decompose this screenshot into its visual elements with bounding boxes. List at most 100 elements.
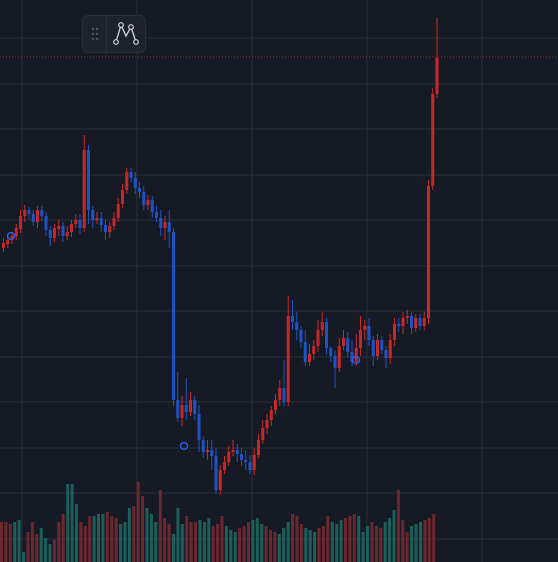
line-tool-button[interactable] <box>107 16 145 52</box>
candle-body[interactable] <box>418 318 422 326</box>
candle-body[interactable] <box>61 226 65 236</box>
event-marker[interactable] <box>6 231 16 241</box>
candle-body[interactable] <box>108 226 112 232</box>
candle-body[interactable] <box>231 450 235 452</box>
candle-body[interactable] <box>252 455 256 470</box>
candle-body[interactable] <box>312 346 316 354</box>
candle-body[interactable] <box>10 236 14 240</box>
candle-body[interactable] <box>291 316 294 322</box>
candle-body[interactable] <box>380 340 384 350</box>
candle-body[interactable] <box>180 405 184 418</box>
candle-body[interactable] <box>257 440 260 455</box>
candle-body[interactable] <box>95 218 99 220</box>
candle-body[interactable] <box>53 228 56 238</box>
candle-body[interactable] <box>223 462 226 470</box>
candle-body[interactable] <box>150 200 154 212</box>
event-marker[interactable] <box>179 441 189 451</box>
candle-body[interactable] <box>104 225 107 232</box>
candlestick-series[interactable] <box>2 18 439 495</box>
candle-body[interactable] <box>435 58 439 94</box>
candle-body[interactable] <box>99 218 103 225</box>
candle-body[interactable] <box>422 318 426 326</box>
candle-body[interactable] <box>227 452 231 462</box>
candle-body[interactable] <box>278 388 282 400</box>
candle-body[interactable] <box>342 338 345 346</box>
candle-body[interactable] <box>210 450 214 456</box>
candle-body[interactable] <box>44 216 48 230</box>
floating-drawing-toolbar[interactable] <box>82 15 146 53</box>
candle-body[interactable] <box>410 316 413 328</box>
candle-body[interactable] <box>337 346 341 368</box>
candle-body[interactable] <box>23 210 27 216</box>
candle-body[interactable] <box>87 150 90 210</box>
candle-body[interactable] <box>138 188 141 192</box>
candle-body[interactable] <box>74 220 78 224</box>
candle-body[interactable] <box>125 172 129 190</box>
candle-body[interactable] <box>218 470 222 490</box>
candle-body[interactable] <box>91 210 95 220</box>
candle-body[interactable] <box>133 178 137 188</box>
candle-body[interactable] <box>308 354 311 362</box>
candle-body[interactable] <box>376 340 379 356</box>
candle-body[interactable] <box>354 348 358 362</box>
candle-body[interactable] <box>393 324 396 340</box>
candle-body[interactable] <box>325 322 328 348</box>
candle-body[interactable] <box>388 340 392 358</box>
candle-body[interactable] <box>40 210 44 216</box>
candle-body[interactable] <box>19 216 22 229</box>
candle-body[interactable] <box>405 316 409 318</box>
candle-body[interactable] <box>112 218 116 226</box>
candle-body[interactable] <box>431 94 435 186</box>
candle-body[interactable] <box>70 224 73 232</box>
candle-body[interactable] <box>320 322 324 330</box>
candle-body[interactable] <box>248 462 252 470</box>
candle-body[interactable] <box>329 348 333 356</box>
candle-body[interactable] <box>299 330 303 342</box>
event-markers[interactable] <box>6 231 361 451</box>
event-marker[interactable] <box>351 355 361 365</box>
candle-body[interactable] <box>303 342 307 362</box>
candle-body[interactable] <box>155 212 158 218</box>
candle-body[interactable] <box>367 326 371 340</box>
candle-body[interactable] <box>316 330 320 346</box>
candle-body[interactable] <box>265 420 269 428</box>
candle-body[interactable] <box>401 318 405 326</box>
candle-body[interactable] <box>427 186 430 318</box>
candle-body[interactable] <box>193 400 197 414</box>
candle-body[interactable] <box>129 172 133 178</box>
candle-body[interactable] <box>371 340 375 356</box>
candle-body[interactable] <box>6 240 10 244</box>
candle-body[interactable] <box>189 400 192 412</box>
candle-body[interactable] <box>235 450 239 454</box>
candle-body[interactable] <box>384 350 388 358</box>
candle-body[interactable] <box>82 150 86 228</box>
candle-body[interactable] <box>269 410 273 420</box>
candle-body[interactable] <box>163 222 167 228</box>
candle-body[interactable] <box>286 316 290 402</box>
candle-body[interactable] <box>57 226 61 229</box>
candle-body[interactable] <box>214 456 218 490</box>
candle-body[interactable] <box>295 322 299 330</box>
candle-body[interactable] <box>240 454 243 460</box>
candle-body[interactable] <box>244 460 248 462</box>
candle-body[interactable] <box>116 204 120 218</box>
candle-body[interactable] <box>14 228 18 236</box>
candle-body[interactable] <box>48 230 52 238</box>
candle-body[interactable] <box>176 400 180 418</box>
candle-body[interactable] <box>282 388 286 402</box>
candle-body[interactable] <box>146 200 150 205</box>
candle-body[interactable] <box>142 192 146 205</box>
candle-body[interactable] <box>359 330 362 348</box>
candle-body[interactable] <box>274 400 277 410</box>
candle-body[interactable] <box>333 356 337 368</box>
candle-body[interactable] <box>206 450 209 452</box>
candle-body[interactable] <box>172 232 175 400</box>
candle-body[interactable] <box>159 218 163 228</box>
candle-body[interactable] <box>36 210 39 222</box>
candle-body[interactable] <box>78 220 82 228</box>
candle-body[interactable] <box>414 318 418 328</box>
candle-body[interactable] <box>261 428 265 440</box>
candle-body[interactable] <box>397 324 401 326</box>
candle-body[interactable] <box>363 326 367 330</box>
